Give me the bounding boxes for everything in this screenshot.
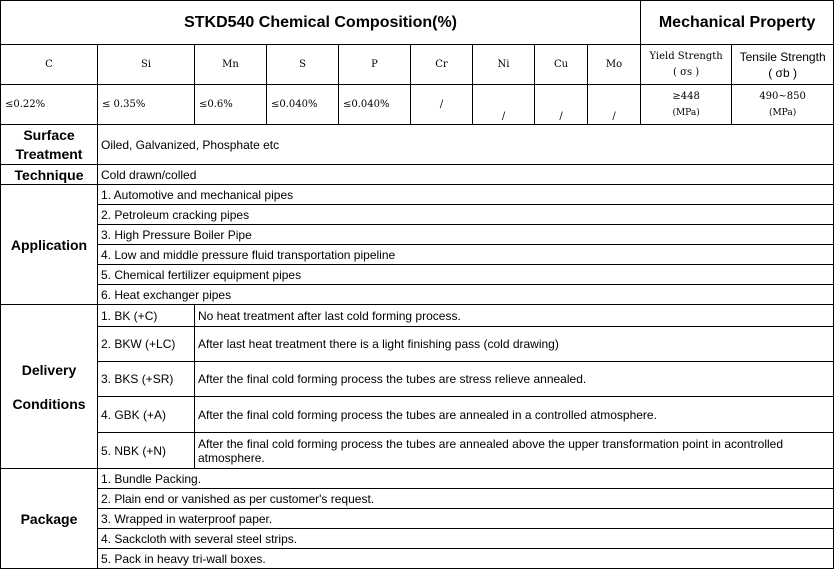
technique-label: Technique [0, 164, 98, 185]
application-item: 2. Petroleum cracking pipes [96, 204, 834, 225]
tensile-strength-symbol: ( σb ) [768, 65, 797, 80]
element-header-mo: Mo [586, 44, 642, 85]
chemical-composition-title: STKD540 Chemical Composition(%) [0, 0, 642, 45]
value-s: ≤0.040% [266, 84, 339, 125]
package-item: 1. Bundle Packing. [96, 468, 834, 489]
element-header-si: Si [97, 44, 195, 85]
value-c: ≤0.22% [0, 84, 98, 125]
element-header-cu: Cu [534, 44, 588, 85]
application-item: 3. High Pressure Boiler Pipe [96, 224, 834, 245]
tensile-value: 490~850 [759, 91, 806, 102]
delivery-conditions-label: Delivery Conditions [0, 304, 98, 469]
delivery-code: 3. BKS (+SR) [97, 361, 195, 397]
value-p: ≤0.040% [338, 84, 411, 125]
delivery-description: After last heat treatment there is a lig… [193, 326, 834, 362]
delivery-code: 1. BK (+C) [97, 304, 195, 327]
delivery-code: 4. GBK (+A) [97, 396, 195, 433]
application-item: 5. Chemical fertilizer equipment pipes [96, 264, 834, 285]
yield-strength-header: Yield Strength ( σs ) [640, 44, 733, 85]
delivery-label-line1: Delivery [21, 361, 77, 378]
tensile-strength-label: Tensile Strength [739, 49, 826, 64]
package-item: 5. Pack in heavy tri-wall boxes. [96, 548, 834, 569]
technique-value: Cold drawn/colled [96, 164, 834, 185]
delivery-description: After the final cold forming process the… [193, 396, 834, 433]
tensile-strength-header: Tensile Strength ( σb ) [731, 44, 834, 85]
value-mn: ≤0.6% [194, 84, 267, 125]
yield-strength-symbol: ( σs ) [673, 66, 700, 78]
delivery-description: After the final cold forming process the… [193, 361, 834, 397]
application-item: 1. Automotive and mechanical pipes [96, 184, 834, 205]
value-si: ≤ 0.35% [97, 84, 195, 125]
yield-unit: (MPa) [672, 108, 700, 118]
value-cu: / [534, 84, 588, 125]
yield-strength-value: ≥448 (MPa) [640, 84, 733, 125]
application-label: Application [0, 184, 98, 305]
element-header-ni: Ni [472, 44, 535, 85]
yield-value: ≥448 [672, 91, 700, 102]
delivery-code: 2. BKW (+LC) [97, 326, 195, 362]
surface-treatment-value: Oiled, Galvanized, Phosphate etc [96, 124, 834, 165]
delivery-code: 5. NBK (+N) [97, 432, 195, 469]
package-item: 4. Sackcloth with several steel strips. [96, 528, 834, 549]
application-item: 4. Low and middle pressure fluid transpo… [96, 244, 834, 265]
element-header-p: P [338, 44, 411, 85]
element-header-s: S [266, 44, 339, 85]
value-cr: / [410, 84, 473, 125]
element-header-mn: Mn [194, 44, 267, 85]
package-item: 2. Plain end or vanished as per customer… [96, 488, 834, 509]
surface-label-line1: Surface [23, 126, 75, 143]
delivery-label-line2: Conditions [12, 395, 86, 412]
tensile-strength-value: 490~850 (MPa) [731, 84, 834, 125]
value-ni: / [472, 84, 535, 125]
value-mo: / [586, 84, 642, 125]
package-label: Package [0, 468, 98, 569]
surface-treatment-label: Surface Treatment [0, 124, 98, 165]
surface-label-line2: Treatment [15, 145, 83, 162]
package-item: 3. Wrapped in waterproof paper. [96, 508, 834, 529]
element-header-cr: Cr [410, 44, 473, 85]
application-item: 6. Heat exchanger pipes [96, 284, 834, 305]
element-header-c: C [0, 44, 98, 85]
delivery-description: After the final cold forming process the… [193, 432, 834, 469]
delivery-description: No heat treatment after last cold formin… [193, 304, 834, 327]
tensile-unit: (MPa) [768, 108, 797, 118]
yield-strength-label: Yield Strength [649, 50, 723, 62]
mechanical-property-title: Mechanical Property [640, 0, 834, 45]
